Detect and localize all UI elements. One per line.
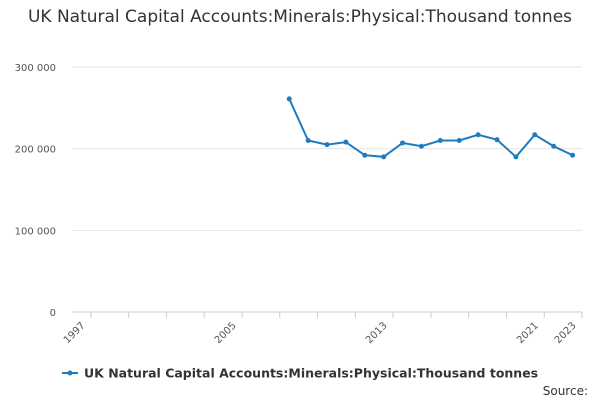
y-tick-label: 100 000	[15, 226, 56, 237]
data-point[interactable]	[381, 154, 387, 160]
data-point[interactable]	[513, 154, 519, 160]
x-tick-label: 2005	[213, 320, 239, 346]
legend-label: UK Natural Capital Accounts:Minerals:Phy…	[84, 366, 538, 381]
y-axis: 0 100 000 200 000 300 000	[15, 63, 56, 319]
data-point[interactable]	[551, 143, 557, 149]
x-tick-label: 1997	[62, 320, 88, 346]
y-tick-label: 200 000	[15, 145, 56, 156]
series-line	[288, 98, 573, 159]
data-point[interactable]	[475, 132, 481, 138]
data-point[interactable]	[343, 139, 349, 145]
series-layer	[286, 96, 576, 160]
data-point[interactable]	[324, 142, 330, 148]
legend-dot-marker	[67, 370, 73, 376]
gridlines	[72, 66, 582, 313]
source-label: Source:	[542, 384, 588, 398]
data-point[interactable]	[305, 138, 311, 143]
data-point[interactable]	[400, 140, 406, 146]
data-point[interactable]	[570, 152, 576, 158]
y-tick-label: 300 000	[15, 63, 56, 74]
data-point[interactable]	[532, 132, 538, 138]
legend[interactable]: UK Natural Capital Accounts:Minerals:Phy…	[62, 366, 538, 381]
x-tick-label: 2021	[515, 320, 541, 346]
y-tick-label: 0	[50, 308, 56, 319]
data-point[interactable]	[418, 143, 424, 149]
x-tick-label: 2013	[364, 320, 390, 346]
data-point[interactable]	[362, 152, 368, 158]
data-point[interactable]	[494, 137, 500, 143]
data-point[interactable]	[286, 96, 292, 102]
chart-title: UK Natural Capital Accounts:Minerals:Phy…	[27, 7, 573, 27]
x-axis: 1997 2005 2013 2021 2023	[62, 312, 583, 346]
data-point[interactable]	[456, 138, 462, 143]
x-tick-label: 2023	[553, 320, 579, 346]
data-point[interactable]	[437, 138, 443, 143]
